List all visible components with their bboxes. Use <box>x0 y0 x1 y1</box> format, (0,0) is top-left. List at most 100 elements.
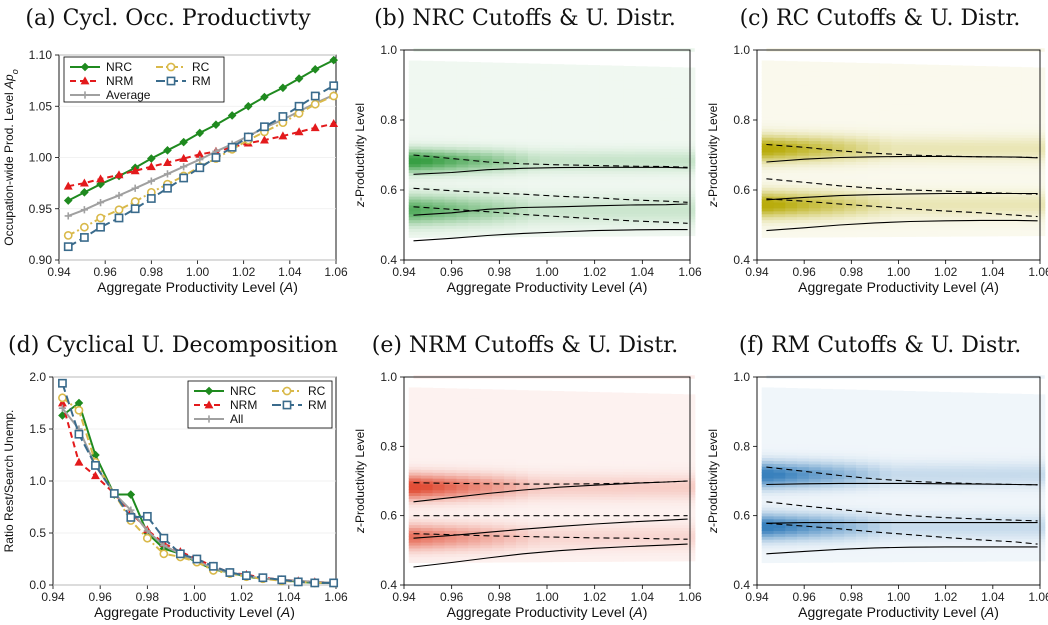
density-cell <box>408 524 422 529</box>
density-cell <box>879 213 893 217</box>
density-cell <box>635 510 648 515</box>
density-cell <box>1032 232 1046 237</box>
density-cell <box>599 414 612 419</box>
density-cell <box>856 123 869 128</box>
density-cell <box>611 510 624 514</box>
density-cell <box>551 416 565 421</box>
density-cell <box>915 107 928 111</box>
density-cell <box>563 433 577 438</box>
density-cell <box>926 130 940 134</box>
density-cell <box>1009 221 1022 226</box>
density-cell <box>891 138 904 143</box>
density-cell <box>504 395 517 400</box>
y-tick-label: 0.6 <box>380 183 397 197</box>
density-cell <box>659 114 672 119</box>
x-tick-label: 0.94 <box>392 590 416 604</box>
density-cell <box>492 201 505 206</box>
density-cell <box>820 196 834 200</box>
density-cell <box>408 207 422 212</box>
density-cell <box>575 70 589 74</box>
density-cell <box>659 224 672 228</box>
density-cell <box>635 533 648 537</box>
density-cell <box>575 510 589 514</box>
density-cell <box>432 533 446 537</box>
density-cell <box>551 133 565 137</box>
density-cell <box>973 148 987 152</box>
density-cell <box>444 204 458 209</box>
density-cell <box>539 135 553 140</box>
density-cell <box>773 160 786 165</box>
density-cell <box>599 199 612 203</box>
density-cell <box>516 473 529 477</box>
density-cell <box>1009 176 1022 180</box>
density-cell <box>611 513 624 517</box>
density-cell <box>408 419 422 424</box>
density-cell <box>808 553 822 557</box>
density-cell <box>856 138 869 142</box>
density-cell <box>539 147 553 151</box>
density-cell <box>420 448 434 453</box>
density-cell <box>468 507 481 511</box>
density-cell <box>785 530 798 534</box>
density-cell <box>997 131 1010 135</box>
density-cell <box>420 93 434 97</box>
density-cell <box>539 473 553 477</box>
density-cell <box>670 457 684 462</box>
density-cell <box>420 445 434 450</box>
density-cell <box>973 91 987 95</box>
density-cell <box>432 184 446 188</box>
density-cell <box>468 143 481 148</box>
density-cell <box>891 144 904 148</box>
density-cell <box>761 530 775 534</box>
density-cell <box>635 549 648 554</box>
density-cell <box>761 184 775 188</box>
density-cell <box>408 387 422 391</box>
density-cell <box>879 222 893 226</box>
density-cell <box>670 120 684 124</box>
density-cell <box>432 128 446 133</box>
density-cell <box>516 424 529 428</box>
density-cell <box>527 464 541 469</box>
density-cell <box>1009 117 1022 121</box>
density-cell <box>635 167 648 172</box>
density-cell <box>551 95 565 100</box>
density-cell <box>504 184 517 189</box>
density-cell <box>527 547 541 551</box>
density-cell <box>879 95 893 99</box>
data-point <box>277 575 287 585</box>
density-cell <box>659 125 672 130</box>
density-cell <box>915 136 928 140</box>
density-cell <box>444 131 458 136</box>
data-point <box>96 174 105 183</box>
density-cell <box>785 228 798 232</box>
density-cell <box>623 162 636 166</box>
density-cell <box>635 196 648 200</box>
density-cell <box>587 516 601 520</box>
density-cell <box>527 86 541 91</box>
data-point <box>260 92 269 102</box>
density-cell <box>587 397 601 401</box>
density-cell <box>1021 112 1034 116</box>
density-cell <box>1009 213 1022 217</box>
density-cell <box>915 158 928 163</box>
density-cell <box>1032 109 1046 113</box>
density-cell <box>879 72 893 76</box>
density-cell <box>950 179 963 183</box>
density-cell <box>647 449 660 453</box>
density-cell <box>468 524 481 529</box>
density-cell <box>785 428 798 433</box>
density-cell <box>504 109 517 113</box>
density-cell <box>891 127 904 131</box>
density-cell <box>456 400 469 404</box>
density-cell <box>891 164 904 168</box>
density-cell <box>785 443 798 447</box>
density-cell <box>516 141 529 145</box>
density-cell <box>420 157 434 162</box>
density-cell <box>575 130 589 134</box>
density-cell <box>563 425 577 429</box>
density-cell <box>973 108 987 112</box>
density-cell <box>785 75 798 80</box>
density-cell <box>891 101 904 105</box>
density-cell <box>832 82 845 87</box>
density-cell <box>635 437 648 442</box>
